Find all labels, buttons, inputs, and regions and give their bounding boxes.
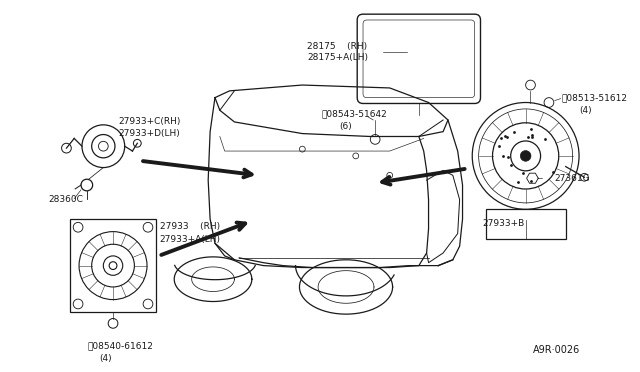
Text: Ⓝ08543-51642: Ⓝ08543-51642 (322, 110, 387, 119)
Text: 27933    (RH): 27933 (RH) (159, 222, 220, 231)
Text: (4): (4) (579, 106, 591, 115)
Text: 27933+C(RH): 27933+C(RH) (118, 118, 180, 126)
Text: Ⓝ08513-51612: Ⓝ08513-51612 (561, 93, 628, 102)
Bar (486, 209, 566, 239)
Circle shape (520, 151, 531, 161)
Text: 27933+A(LH): 27933+A(LH) (159, 235, 221, 244)
Text: (6): (6) (339, 122, 352, 131)
Text: 27933+B: 27933+B (482, 219, 524, 228)
Text: (4): (4) (99, 354, 112, 363)
Text: A9R·0026: A9R·0026 (533, 345, 580, 355)
Text: 28175    (RH): 28175 (RH) (307, 42, 367, 51)
Text: 28360C: 28360C (48, 195, 83, 204)
Text: 27933+D(LH): 27933+D(LH) (118, 129, 180, 138)
Bar (70, 219, 156, 312)
Text: Ⓝ08540-61612: Ⓝ08540-61612 (88, 341, 154, 350)
Text: 28175+A(LH): 28175+A(LH) (307, 53, 368, 62)
Text: 27361G: 27361G (555, 174, 590, 183)
